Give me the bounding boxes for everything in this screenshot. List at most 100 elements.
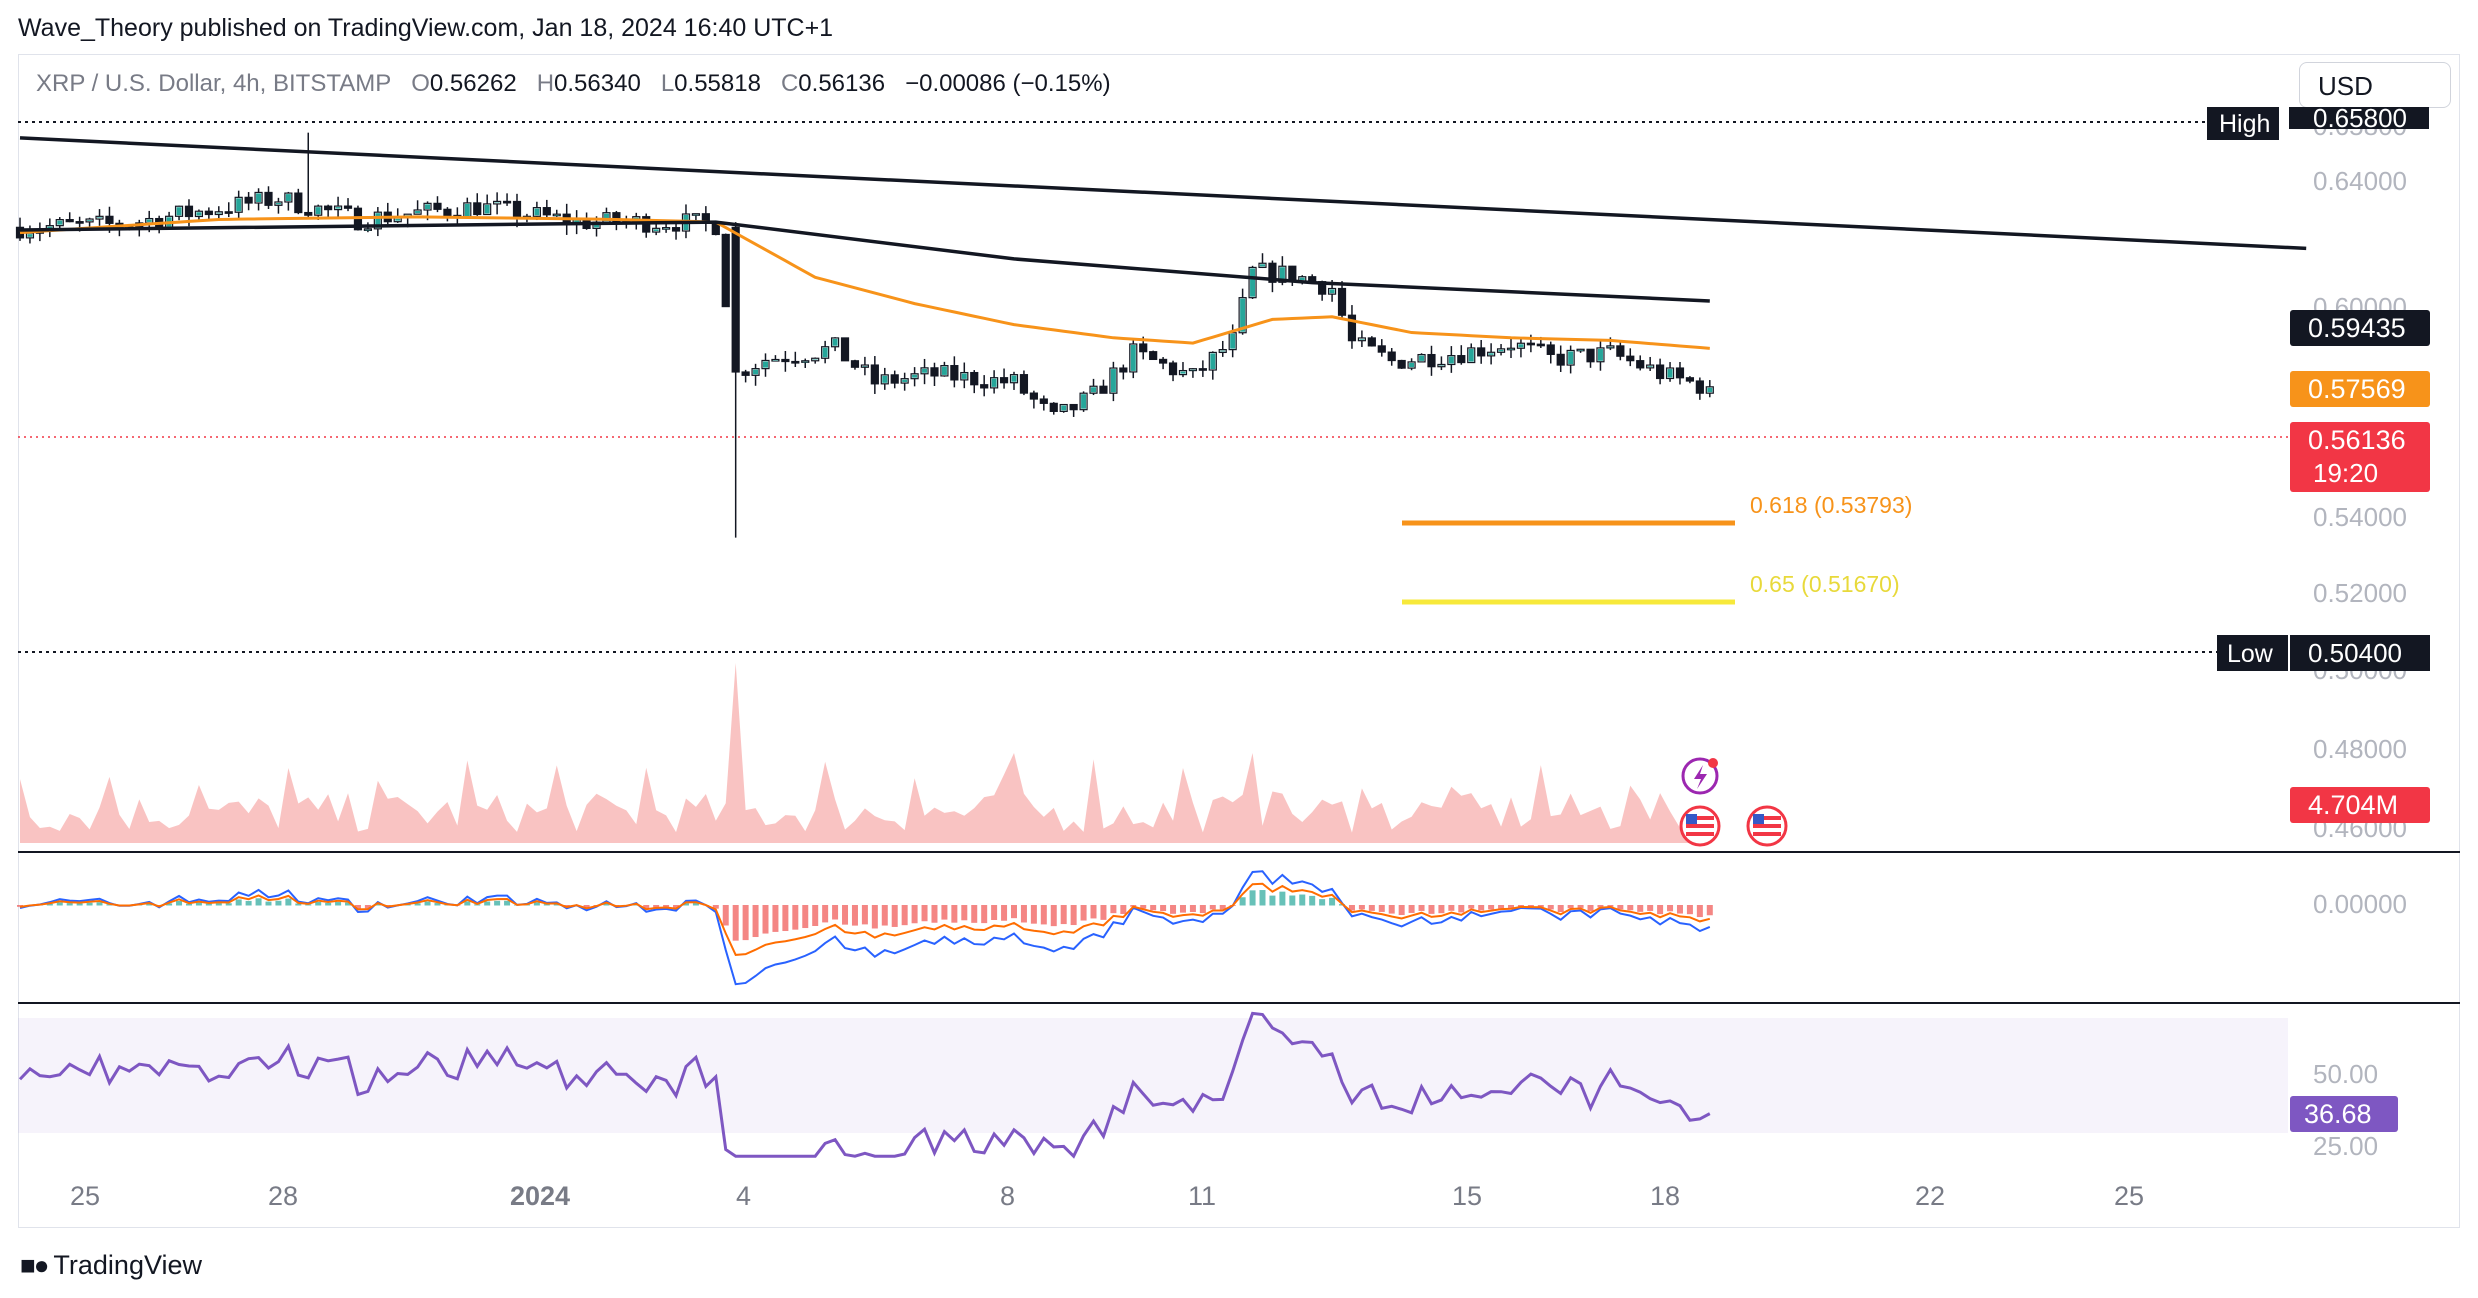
macd-histogram-bar (1239, 897, 1246, 906)
countdown-value: 19:20 (2313, 458, 2378, 488)
trendline-lower (19, 220, 1710, 303)
candle (761, 353, 770, 377)
macd-histogram-bar (1279, 891, 1286, 906)
candle (1695, 377, 1704, 400)
candle (970, 370, 979, 394)
macd-histogram-bar (1020, 905, 1027, 923)
candle (1059, 403, 1068, 413)
candle (95, 209, 104, 226)
macd-histogram-bar (185, 903, 192, 906)
macd-histogram-bar (871, 905, 878, 929)
candle (860, 356, 870, 376)
high-value-overlay (2289, 107, 2429, 129)
macd-histogram-bar (901, 905, 908, 926)
macd-histogram-bar (245, 900, 252, 906)
macd-histogram-bar (66, 903, 73, 906)
macd-histogram-bar (712, 905, 719, 909)
chart-frame (18, 54, 2460, 1228)
high-tag-label: High (2219, 110, 2270, 138)
candle (721, 233, 730, 308)
candle (791, 351, 800, 367)
candle (999, 368, 1009, 389)
macd-histogram-bar (504, 900, 511, 906)
macd-histogram-bar (1587, 905, 1594, 912)
macd-histogram-bar (832, 905, 839, 920)
currency-button[interactable]: USD (2299, 62, 2451, 108)
macd-histogram-bar (76, 903, 83, 906)
macd-histogram-bar (842, 905, 849, 925)
last-price-tag-box (2290, 422, 2430, 492)
price-chart[interactable]: 0.618 (0.53793) 0.65 (0.51670) 0.64000 0… (0, 0, 2478, 1240)
macd-histogram-bar (981, 905, 988, 924)
footer-brand[interactable]: ■● TradingView (20, 1250, 202, 1281)
macd-histogram-bar (1209, 905, 1216, 910)
macd-histogram-bar (1667, 905, 1674, 912)
macd-histogram-bar (673, 905, 680, 909)
time-tick: 22 (1915, 1181, 1945, 1211)
volume-layer (20, 663, 1710, 843)
candle (890, 370, 899, 389)
candle (1377, 339, 1386, 357)
candle (204, 207, 213, 219)
time-tick: 2024 (510, 1181, 570, 1211)
macd-histogram-bar (1368, 905, 1375, 911)
macd-histogram-bar (1011, 905, 1017, 919)
candle (900, 372, 909, 391)
macd-histogram-bar (1309, 895, 1316, 906)
close-label: C (780, 70, 799, 97)
macd-histogram-bar (494, 900, 501, 906)
candle (333, 196, 343, 219)
rsi-line (18, 1011, 1711, 1159)
macd-histogram-bar (1676, 905, 1683, 914)
macd-histogram-bar (1657, 905, 1664, 915)
macd-histogram-bar (1696, 905, 1703, 918)
macd-histogram-bar (851, 905, 858, 926)
high-value: 0.56340 (554, 70, 641, 97)
macd-histogram-bar (1547, 905, 1554, 910)
macd-histogram-bar (146, 903, 153, 906)
candle (1576, 348, 1585, 353)
macd-histogram-bar (205, 903, 212, 906)
macd-histogram-bar (1627, 905, 1634, 911)
candle (1467, 343, 1476, 364)
candle (751, 363, 760, 386)
candle (1079, 391, 1088, 412)
candle (1288, 265, 1297, 286)
macd-histogram-bar (1060, 905, 1067, 925)
macd-histogram-bar (563, 905, 570, 907)
candle (940, 361, 949, 377)
macd-histogram-bar (1637, 905, 1644, 912)
candle (1437, 356, 1446, 371)
candle (174, 205, 184, 221)
low-tag-box (2217, 635, 2288, 671)
macd-histogram-bar (1269, 895, 1276, 906)
macd-line (19, 870, 1711, 986)
candle (1268, 260, 1277, 293)
footer-brand-label: TradingView (53, 1250, 203, 1280)
time-tick: 25 (2114, 1181, 2144, 1211)
candle (433, 196, 442, 213)
candle (264, 186, 273, 209)
ema-line (19, 215, 1710, 350)
high-tag-box (2207, 107, 2279, 140)
candle (55, 217, 64, 230)
price-tick: 0.64000 (2313, 166, 2407, 196)
price-tick: 0.52000 (2313, 578, 2407, 608)
macd-histogram-bar (881, 905, 888, 926)
macd-histogram-bar (1577, 905, 1584, 908)
time-tick: 15 (1452, 1181, 1482, 1211)
candle (1685, 376, 1695, 384)
candle (920, 358, 929, 385)
rsi-axis-tick: 50.00 (2313, 1059, 2378, 1089)
macd-histogram-bar (364, 905, 371, 909)
candle (1477, 339, 1486, 364)
macd-histogram-bar (1438, 905, 1445, 914)
trendline-upper (19, 136, 2307, 251)
symbol-name[interactable]: XRP / U.S. Dollar, 4h, BITSTAMP (36, 70, 392, 97)
macd-histogram-bar (891, 905, 898, 927)
macd-histogram-bar (46, 903, 53, 906)
macd-histogram-bar (1488, 905, 1495, 910)
macd-histogram-bar (106, 904, 113, 906)
candle (1427, 345, 1436, 376)
macd-histogram-bar (1567, 905, 1574, 909)
